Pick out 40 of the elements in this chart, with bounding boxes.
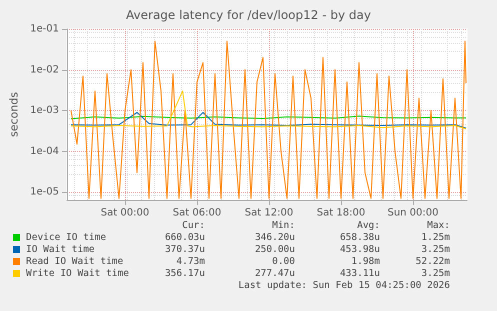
x-tick-label: Sat 12:00 <box>244 208 294 218</box>
text: 0.00 <box>272 256 295 267</box>
text: 1.98m <box>351 256 380 267</box>
chart-title: Average latency for /dev/loop12 - by day <box>126 8 371 22</box>
y-tick-label: 1e-05 <box>30 186 59 198</box>
text: 356.17u <box>164 268 205 279</box>
text: 4.73m <box>176 256 205 267</box>
line-series <box>70 90 466 130</box>
text: 453.98u <box>340 244 380 255</box>
y-tick-label: 1e-03 <box>30 105 59 116</box>
text: 660.03u <box>164 232 205 243</box>
text: Cur: <box>182 220 205 231</box>
legend-label: Read IO Wait time <box>26 256 124 267</box>
line-series <box>70 40 466 199</box>
text: 277.47u <box>254 268 295 279</box>
text: Last update: Sun Feb 15 04:25:00 2026 <box>238 280 450 291</box>
text: 370.37u <box>164 244 205 255</box>
text: 346.20u <box>254 232 295 243</box>
text: 658.38u <box>340 232 380 243</box>
text: Max: <box>427 220 450 231</box>
legend-label: Write IO Wait time <box>26 268 129 279</box>
text: 1.25m <box>421 232 450 243</box>
x-tick-label: Sat 00:00 <box>100 208 150 218</box>
y-tick-label: 1e-04 <box>30 146 59 157</box>
legend-label: Device IO time <box>26 232 106 243</box>
text: 52.22m <box>416 256 450 267</box>
text: 433.11u <box>340 268 380 279</box>
line-series <box>70 112 466 129</box>
x-tick-label: Sun 00:00 <box>387 208 439 218</box>
y-tick-label: 1e-01 <box>30 24 59 34</box>
text: 3.25m <box>421 268 450 279</box>
x-tick-label: Sat 06:00 <box>172 208 222 218</box>
text: 3.25m <box>421 244 450 255</box>
text: Avg: <box>357 220 380 231</box>
legend-label: IO Wait time <box>26 244 95 255</box>
x-tick-label: Sat 18:00 <box>316 208 366 218</box>
y-tick-label: 1e-02 <box>30 64 59 76</box>
text: 250.00u <box>254 244 295 255</box>
y-axis-title: seconds <box>7 92 20 137</box>
text: Min: <box>272 220 295 231</box>
